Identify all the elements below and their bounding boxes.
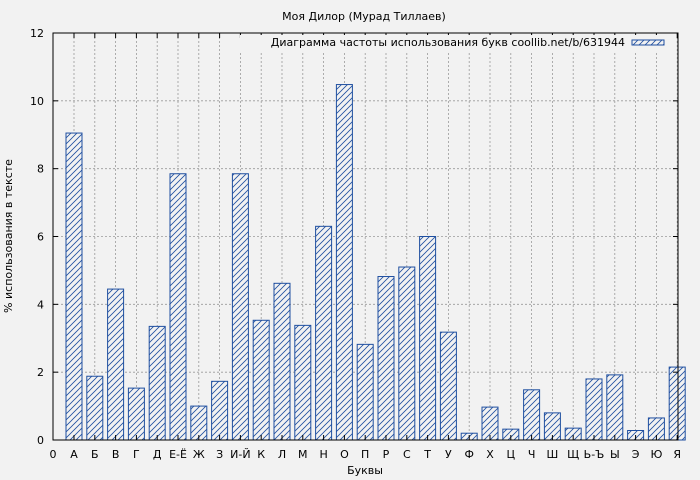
y-tick-label: 2	[37, 366, 44, 379]
bar-26	[585, 378, 603, 441]
y-axis-label: % использования в тексте	[2, 159, 15, 313]
x-axis-label: Буквы	[347, 464, 383, 477]
x-tick-label: Т	[423, 448, 431, 461]
x-axis-ticks: 0 А Б В Г Д Е-Ё Ж З И-Й К Л М Н О П Р С Т У Ф Х Ц Ч Ш Щ Ь-Ъ Ы Э Ю Я	[50, 33, 681, 461]
x-tick-label: Я	[673, 448, 681, 461]
x-tick-label: Щ	[567, 448, 579, 461]
x-tick-label: Д	[153, 448, 162, 461]
x-tick-label: Ж	[193, 448, 205, 461]
legend-label: Диаграмма частоты использования букв coo…	[271, 36, 625, 49]
bar-8	[211, 380, 229, 441]
bar-13	[315, 225, 333, 441]
x-tick-label: С	[403, 448, 411, 461]
bar-19	[439, 331, 457, 441]
x-tick-label: Г	[133, 448, 140, 461]
bar-10	[252, 319, 270, 441]
x-tick-label: З	[216, 448, 223, 461]
bar-14	[335, 84, 353, 441]
legend: Диаграмма частоты использования букв coo…	[240, 35, 676, 51]
x-tick-label: У	[445, 448, 452, 461]
x-tick-label: В	[112, 448, 120, 461]
bar-2	[86, 375, 104, 441]
bar-12	[294, 324, 312, 441]
x-tick-label: И-Й	[230, 448, 250, 461]
x-tick-label: Б	[91, 448, 99, 461]
chart-title: Моя Дилор (Мурад Тиллаев)	[282, 10, 446, 23]
y-tick-label: 6	[37, 231, 44, 244]
x-tick-label: Ч	[528, 448, 536, 461]
x-tick-label: К	[257, 448, 265, 461]
bar-17	[398, 266, 416, 441]
bar-9	[231, 173, 249, 441]
legend-background	[240, 35, 676, 51]
x-tick-label: Ы	[610, 448, 620, 461]
x-tick-label: П	[361, 448, 369, 461]
x-origin-label: 0	[50, 448, 57, 461]
y-tick-label: 12	[30, 27, 44, 40]
legend-swatch	[631, 39, 665, 46]
bars	[65, 84, 686, 441]
bar-5	[148, 325, 166, 441]
x-tick-label: Р	[383, 448, 390, 461]
x-tick-label: Э	[632, 448, 640, 461]
x-tick-label: Е-Ё	[169, 448, 187, 461]
bar-7	[190, 405, 208, 441]
x-tick-label: О	[340, 448, 349, 461]
x-tick-label: Ц	[507, 448, 516, 461]
bar-30	[668, 366, 686, 441]
y-tick-label: 8	[37, 163, 44, 176]
x-tick-label: Л	[278, 448, 286, 461]
x-tick-label: Х	[486, 448, 494, 461]
bar-6	[169, 173, 187, 441]
y-tick-label: 10	[30, 95, 44, 108]
y-tick-label: 4	[37, 298, 44, 311]
bar-3	[107, 288, 125, 441]
grid-lines	[53, 33, 678, 440]
bar-27	[606, 374, 624, 441]
bar-15	[356, 343, 374, 441]
bar-1	[65, 132, 83, 441]
bar-18	[419, 236, 437, 441]
x-tick-label: Ь-Ъ	[584, 448, 605, 461]
bar-23	[523, 389, 541, 441]
x-tick-label: Ф	[464, 448, 473, 461]
x-tick-label: М	[298, 448, 308, 461]
y-axis-ticks: 0 2 4 6 8 10 12	[30, 27, 678, 447]
bar-11	[273, 282, 291, 441]
x-tick-label: А	[70, 448, 78, 461]
x-tick-label: Н	[319, 448, 327, 461]
bar-16	[377, 276, 395, 441]
x-tick-label: Ю	[650, 448, 662, 461]
y-tick-label: 0	[37, 434, 44, 447]
bar-4	[127, 387, 145, 441]
x-tick-label: Ш	[547, 448, 559, 461]
